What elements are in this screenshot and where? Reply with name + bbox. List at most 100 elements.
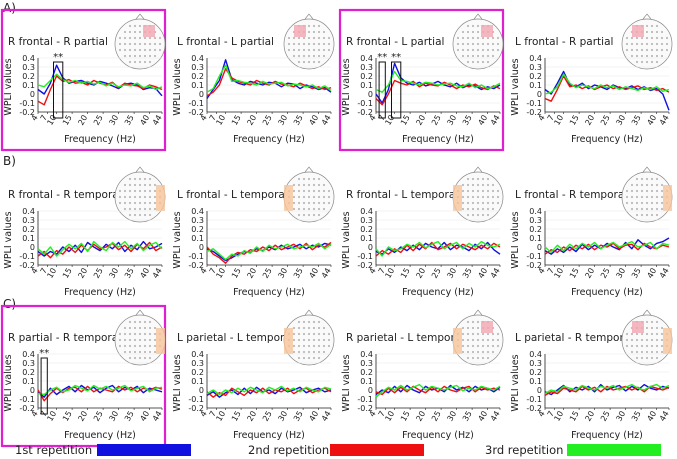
electrode-dot — [138, 350, 142, 354]
electrode-dot — [486, 213, 490, 217]
y-tick-label: -0.2 — [526, 261, 542, 270]
electrode-dot — [128, 183, 132, 187]
electrode-dot — [466, 183, 470, 187]
x-tick-label: 44 — [489, 410, 502, 423]
x-tick-label: 30 — [445, 114, 458, 127]
x-tick-label: 4 — [536, 410, 546, 419]
electrode-dot — [153, 48, 157, 52]
electrode-dot — [640, 332, 644, 336]
electrode-dot — [297, 195, 301, 199]
series-line-1 — [544, 237, 670, 255]
y-tick-label: 0.1 — [529, 81, 542, 90]
x-tick-label: 35 — [123, 410, 136, 423]
x-tick-label: 25 — [599, 267, 612, 280]
electrode-dot — [307, 48, 311, 52]
significance-marker: ** — [53, 52, 63, 63]
electrode-dot — [292, 36, 296, 40]
electrode-dot — [292, 42, 296, 46]
electrode-dot — [153, 207, 157, 211]
electrode-dot — [297, 213, 301, 217]
electrode-dot — [655, 332, 659, 336]
x-tick-label: 10 — [552, 410, 565, 423]
electrode-dot — [481, 36, 485, 40]
electrode-dot — [650, 183, 654, 187]
y-tick-label: -0.2 — [188, 108, 204, 117]
series-line-3 — [37, 240, 163, 257]
electrode-dot — [461, 195, 465, 199]
y-tick-label: -0.2 — [188, 404, 204, 413]
electrode-dot — [491, 350, 495, 354]
electrode-dot — [322, 183, 326, 187]
x-tick-label: 25 — [599, 410, 612, 423]
electrode-dot — [496, 189, 500, 193]
electrode-dot — [476, 195, 480, 199]
region-temporal — [453, 328, 462, 354]
x-tick-label: 35 — [461, 267, 474, 280]
electrode-dot — [466, 24, 470, 28]
electrode-dot — [650, 350, 654, 354]
chart-title: L frontal - L partial — [177, 36, 274, 48]
electrode-dot — [650, 201, 654, 205]
x-tick-label: 40 — [476, 114, 489, 127]
x-tick-label: 30 — [107, 267, 120, 280]
electrode-dot — [143, 201, 147, 205]
x-tick-label: 25 — [92, 114, 105, 127]
electrode-dot — [302, 338, 306, 342]
electrode-dot — [456, 48, 460, 52]
electrode-dot — [486, 344, 490, 348]
electrode-dot — [123, 326, 127, 330]
electrode-dot — [650, 24, 654, 28]
electrode-dot — [655, 201, 659, 205]
electrode-dot — [128, 201, 132, 205]
electrode-dot — [317, 326, 321, 330]
electrode-dot — [665, 36, 669, 40]
x-tick-label: 35 — [461, 410, 474, 423]
electrode-dot — [466, 207, 470, 211]
y-tick-label: 0 — [30, 243, 35, 252]
chart-panel: R frontal - L temporal 0.40.30.20.10-0.1-… — [341, 166, 504, 298]
electrode-dot — [297, 356, 301, 360]
series-line-2 — [206, 387, 332, 398]
highlight-frame — [338, 8, 505, 152]
electrode-dot — [491, 183, 495, 187]
electrode-dot — [312, 54, 316, 58]
electrode-dot — [660, 42, 664, 46]
electrode-dot — [645, 30, 649, 34]
electrode-dot — [143, 356, 147, 360]
y-tick-label: 0.3 — [22, 216, 35, 225]
electrode-dot — [322, 326, 326, 330]
significance-marker: ** — [377, 52, 387, 63]
electrode-dot — [317, 350, 321, 354]
electrode-dot — [302, 356, 306, 360]
electrode-dot — [466, 320, 470, 324]
x-tick-label: 15 — [568, 267, 581, 280]
electrode-dot — [123, 344, 127, 348]
electrode-dot — [133, 189, 137, 193]
electrode-dot — [128, 42, 132, 46]
head-nose — [642, 309, 652, 316]
x-tick-label: 25 — [261, 267, 274, 280]
electrode-dot — [650, 195, 654, 199]
electrode-dot — [118, 189, 122, 193]
electrode-dot — [317, 42, 321, 46]
electrode-dot — [307, 60, 311, 64]
electrode-dot — [660, 54, 664, 58]
chart-title: R frontal - R partial — [8, 36, 108, 48]
electrode-dot — [645, 350, 649, 354]
electrode-dot — [491, 338, 495, 342]
electrode-dot — [655, 24, 659, 28]
electrode-dot — [148, 183, 152, 187]
electrode-dot — [635, 183, 639, 187]
chart-panel: L parietal - R temporal 0.40.30.20.10-0.1… — [510, 309, 673, 441]
head-nose — [642, 13, 652, 20]
electrode-dot — [481, 344, 485, 348]
electrode-dot — [655, 350, 659, 354]
electrode-dot — [317, 201, 321, 205]
electrode-dot — [461, 48, 465, 52]
y-tick-label: 0.3 — [191, 63, 204, 72]
x-tick-label: 25 — [430, 114, 443, 127]
y-axis-label: WPLI values — [3, 354, 14, 411]
electrode-dot — [138, 42, 142, 46]
x-tick-label: 10 — [214, 410, 227, 423]
electrode-dot — [625, 42, 629, 46]
